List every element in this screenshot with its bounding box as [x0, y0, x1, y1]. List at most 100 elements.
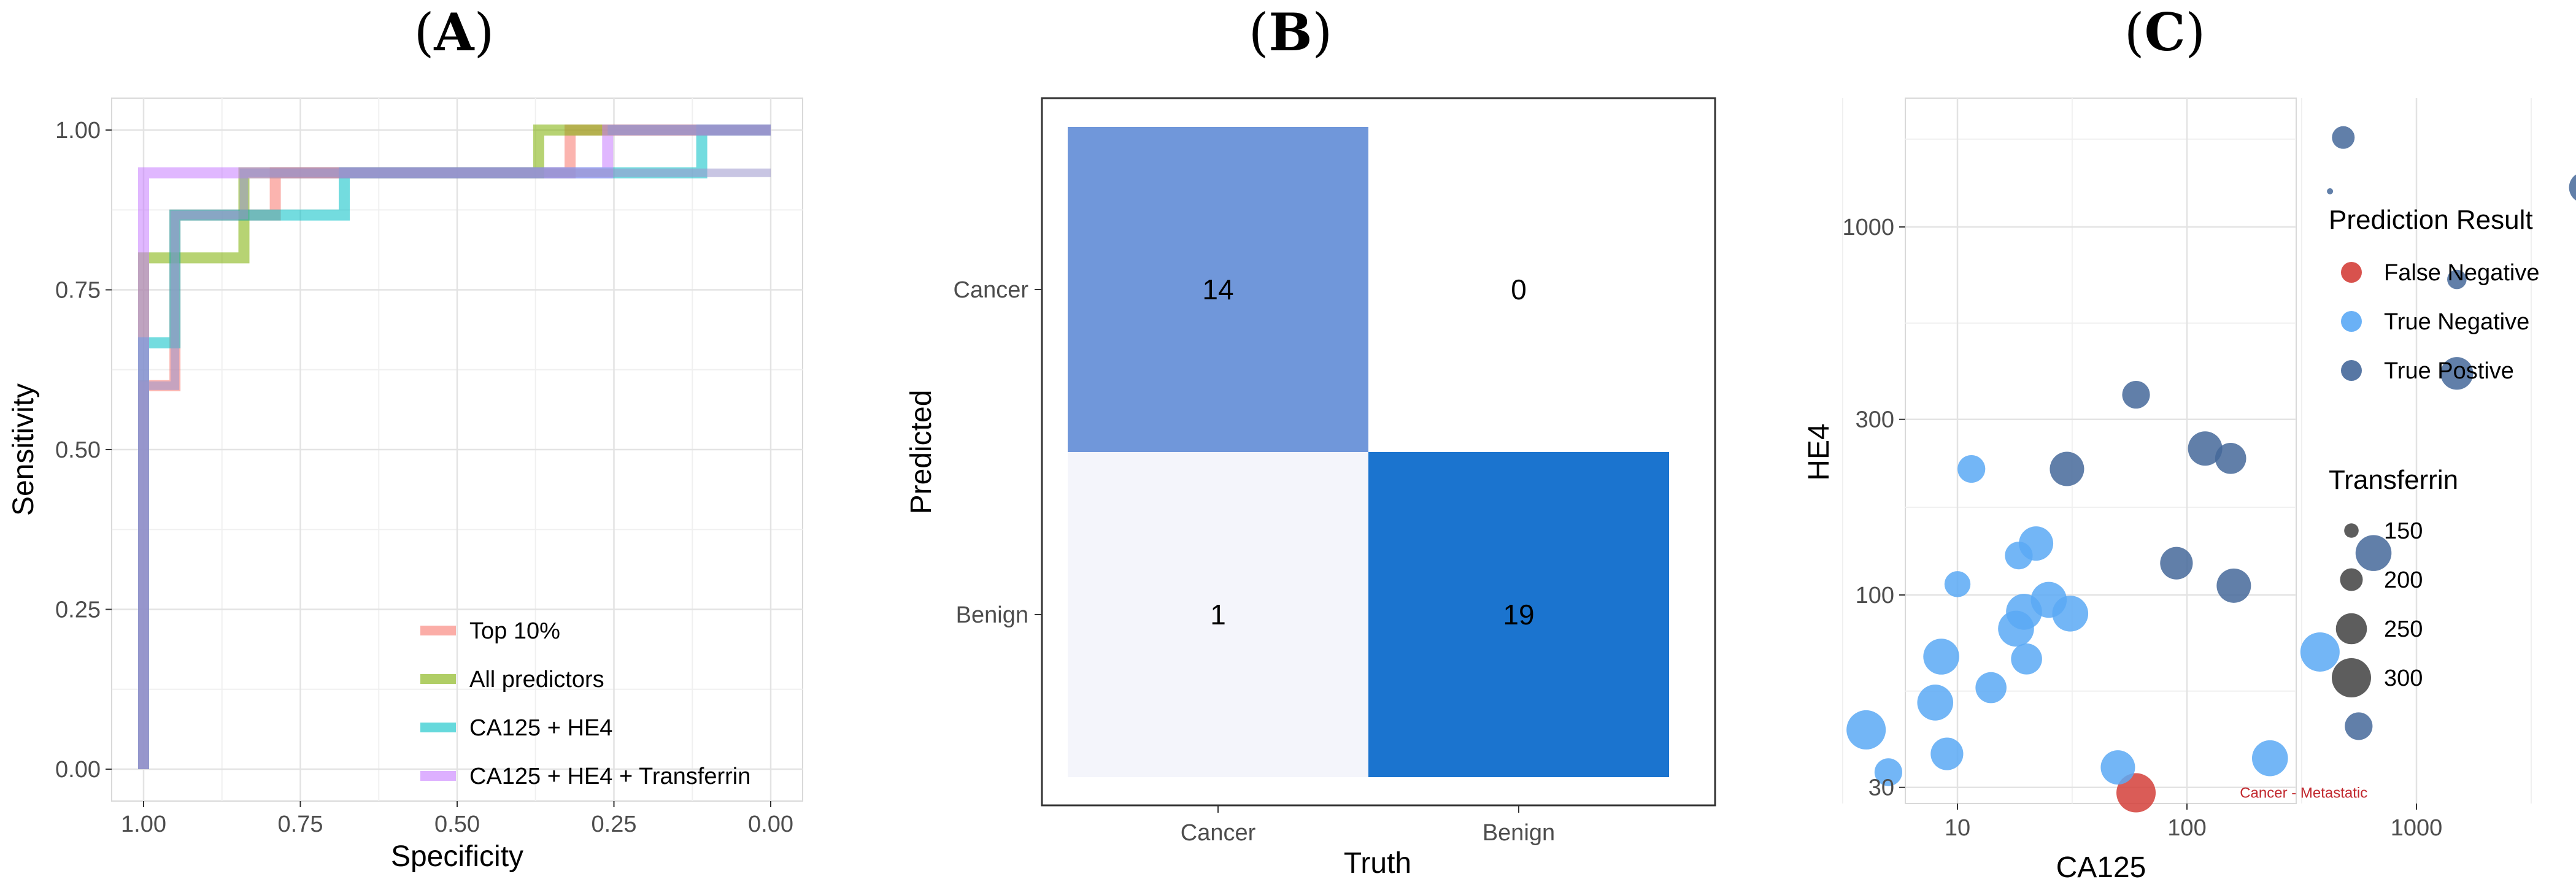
roc-x-tick-label: 0.75	[278, 811, 323, 837]
roc-y-tick-label: 0.00	[55, 757, 101, 783]
scatter-color-legend-swatch	[2341, 311, 2362, 332]
scatter-ticks: 10 100 1000 30 100 300 1000	[1842, 215, 2442, 841]
scatter-x-tick-label: 10	[1945, 815, 1970, 841]
roc-x-axis-label: Specificity	[391, 840, 523, 873]
scatter-point	[2327, 188, 2334, 194]
scatter-size-legend-swatch	[2344, 523, 2359, 538]
roc-legend-label: CA125 + HE4 + Transferrin	[469, 764, 750, 789]
scatter-point	[1923, 639, 1959, 675]
confusion-matrix-cell	[1068, 452, 1368, 777]
confusion-matrix-cell	[1068, 127, 1368, 452]
panel-b-title-letter: B	[1269, 2, 1313, 63]
panel-a-title-close: )	[474, 2, 495, 63]
scatter-point	[2251, 740, 2288, 777]
scatter-point	[2345, 712, 2373, 740]
confusion-matrix-cell-value: 14	[1202, 274, 1233, 305]
scatter-point	[1930, 737, 1964, 770]
scatter-x-tick-label: 1000	[2391, 815, 2443, 841]
panel-a-title: (A)	[414, 2, 495, 63]
scatter-point	[2216, 568, 2251, 603]
scatter-point	[1975, 672, 2007, 704]
confusion-matrix-y-axis-label: Predicted	[905, 390, 938, 515]
panel-c-title-open: (	[2124, 2, 2145, 63]
scatter-y-axis-label: HE4	[1803, 423, 1835, 480]
scatter-y-tick-label: 300	[1856, 407, 1894, 433]
scatter-point	[2355, 535, 2392, 571]
scatter-point	[2052, 596, 2089, 632]
scatter-point	[2122, 380, 2150, 409]
roc-x-tick-label: 1.00	[121, 811, 166, 837]
scatter-size-legend-label: 150	[2384, 518, 2423, 544]
roc-x-tick-label: 0.25	[592, 811, 637, 837]
confusion-matrix-ticks: Cancer Benign Cancer Benign	[954, 277, 1556, 846]
panel-b-title-close: )	[1313, 2, 1333, 63]
roc-legend-label: All predictors	[469, 667, 604, 692]
confusion-matrix-y-tick-label: Cancer	[954, 277, 1029, 303]
roc-x-tick-label: 0.00	[748, 811, 793, 837]
scatter-size-legend-label: 300	[2384, 666, 2423, 691]
roc-series-line-3	[138, 125, 771, 769]
scatter-point	[2440, 357, 2474, 390]
scatter-legend: Prediction Result False Negative True Nega…	[2329, 205, 2539, 697]
scatter-point	[2188, 431, 2223, 466]
confusion-matrix-x-tick-label: Benign	[1483, 820, 1555, 846]
scatter-point	[2447, 269, 2467, 290]
scatter-y-tick-label: 1000	[1842, 215, 1894, 240]
scatter-point	[2569, 174, 2576, 201]
scatter-color-legend-label: True Postive	[2384, 358, 2514, 384]
scatter-point	[2300, 632, 2340, 672]
confusion-matrix-border	[1041, 97, 1716, 807]
scatter-size-legend-swatch	[2340, 568, 2363, 591]
scatter-point	[1998, 610, 2034, 647]
scatter-point	[2011, 643, 2042, 675]
scatter-chart: 10 100 1000 30 100 300 1000 Cancer - Metastati…	[1803, 98, 2576, 884]
roc-shared-trunk-line	[139, 168, 771, 769]
scatter-color-legend-swatch	[2341, 360, 2362, 381]
panel-c-title-close: )	[2185, 2, 2205, 63]
confusion-matrix-cell-value: 19	[1503, 599, 1534, 631]
scatter-point	[2116, 773, 2156, 813]
panel-c-title: (C)	[2124, 2, 2205, 63]
roc-legend-label: Top 10%	[469, 618, 560, 644]
scatter-x-axis-label: CA125	[2056, 851, 2146, 884]
roc-y-axis-label: Sensitivity	[7, 383, 40, 516]
scatter-points	[1846, 126, 2576, 813]
roc-legend: Top 10% All predictors CA125 + HE4 CA125 + …	[420, 618, 750, 789]
roc-lines	[138, 125, 771, 769]
scatter-annotation: Cancer - Metastatic	[2240, 785, 2367, 802]
scatter-size-legend-label: 200	[2384, 567, 2423, 593]
confusion-matrix-x-tick-label: Cancer	[1181, 820, 1256, 846]
scatter-y-tick-label: 100	[1856, 583, 1894, 608]
scatter-y-tick-label: 30	[1868, 775, 1894, 801]
scatter-point	[2332, 126, 2355, 149]
confusion-matrix-cell	[1368, 127, 1669, 452]
confusion-matrix-x-axis-label: Truth	[1344, 847, 1411, 880]
panel-a-title-open: (	[414, 2, 434, 63]
roc-y-tick-label: 0.75	[55, 278, 101, 304]
confusion-matrix-cell-value: 0	[1511, 274, 1527, 305]
scatter-size-legend-swatch	[2332, 658, 2371, 697]
scatter-size-legend-label: 250	[2384, 616, 2423, 642]
panel-b-title: (B)	[1249, 2, 1333, 63]
roc-grid	[112, 98, 803, 801]
scatter-color-legend-swatch	[2341, 262, 2362, 283]
scatter-point	[1957, 455, 1986, 483]
scatter-point	[2160, 547, 2193, 580]
scatter-color-legend-label: True Negative	[2384, 309, 2529, 335]
scatter-x-tick-label: 100	[2167, 815, 2206, 841]
scatter-grid	[1841, 98, 2532, 804]
panel-b-title-open: (	[1249, 2, 1269, 63]
scatter-point	[1944, 571, 1971, 597]
roc-chart: 1.00 0.75 0.50 0.25 0.000.000.250.500.751.00…	[7, 98, 803, 873]
roc-x-tick-label: 0.50	[434, 811, 480, 837]
roc-y-tick-label: 0.50	[55, 437, 101, 463]
confusion-matrix-cells: 14 0 1 19	[1068, 127, 1669, 777]
scatter-point	[1874, 758, 1903, 786]
panel-c-title-letter: C	[2145, 2, 2186, 63]
scatter-point	[2005, 542, 2033, 570]
scatter-size-legend-swatch	[2335, 613, 2367, 645]
scatter-size-legend-title: Transferrin	[2329, 465, 2458, 495]
scatter-plot-border	[1905, 98, 2297, 804]
roc-y-tick-label: 1.00	[55, 118, 101, 144]
